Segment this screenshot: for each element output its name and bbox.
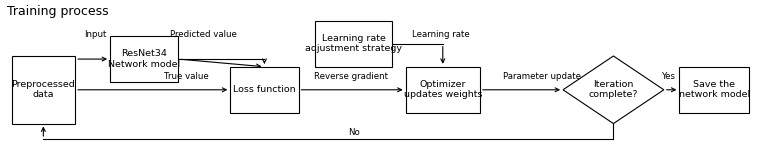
Text: Predicted value: Predicted value	[170, 30, 237, 39]
Text: Optimizer
updates weights: Optimizer updates weights	[403, 80, 482, 100]
FancyBboxPatch shape	[230, 67, 298, 113]
Text: Learning rate
adjustment strategy: Learning rate adjustment strategy	[305, 34, 402, 53]
Text: Iteration
complete?: Iteration complete?	[589, 80, 638, 100]
Polygon shape	[563, 56, 664, 124]
Text: Loss function: Loss function	[233, 85, 296, 94]
Text: Training process: Training process	[7, 5, 109, 18]
Text: Yes: Yes	[662, 72, 676, 81]
FancyBboxPatch shape	[110, 36, 178, 82]
Text: Reverse gradient: Reverse gradient	[314, 72, 388, 81]
Text: ResNet34
Network model: ResNet34 Network model	[108, 49, 180, 69]
FancyBboxPatch shape	[315, 21, 392, 67]
Text: Learning rate: Learning rate	[413, 30, 470, 39]
FancyBboxPatch shape	[406, 67, 480, 113]
FancyBboxPatch shape	[12, 56, 75, 124]
FancyBboxPatch shape	[679, 67, 749, 113]
Text: No: No	[348, 128, 360, 137]
Text: Parameter update: Parameter update	[503, 72, 581, 81]
Text: Preprocessed
data: Preprocessed data	[12, 80, 75, 100]
Text: Save the
network model: Save the network model	[678, 80, 750, 100]
Text: Input: Input	[84, 30, 106, 39]
Text: True value: True value	[165, 72, 209, 81]
